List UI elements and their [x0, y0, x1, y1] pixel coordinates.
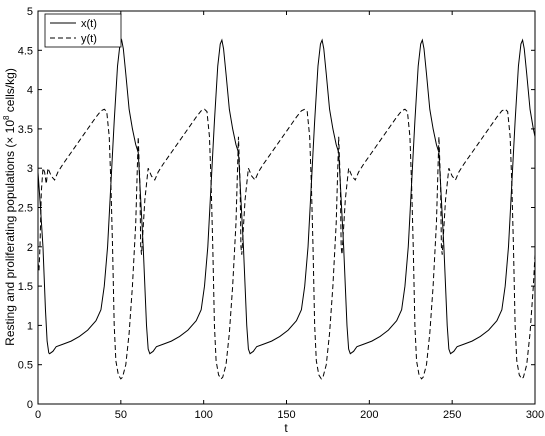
series-group	[38, 38, 535, 380]
y-tick-label-8: 4	[27, 85, 33, 97]
legend-box	[44, 13, 122, 48]
legend: x(t) y(t)	[44, 13, 122, 48]
plot-area	[37, 10, 536, 405]
x-tick-label-0: 0	[35, 409, 41, 421]
y-tick-label-2: 1	[27, 320, 33, 332]
x-axis-label: t	[284, 421, 288, 435]
y-tick-label-9: 4.5	[18, 45, 33, 57]
y-axis-label-unit: cells/kg)	[3, 68, 17, 115]
y-tick-label-5: 2.5	[18, 203, 33, 215]
y-tick-label-6: 3	[27, 163, 33, 175]
x-tick-label-6: 300	[526, 409, 544, 421]
y-tick-label-4: 2	[27, 242, 33, 254]
series-line-y	[38, 108, 535, 380]
series-line-x	[38, 38, 535, 355]
y-tick-label-1: 0.5	[18, 360, 33, 372]
y-axis-label: Resting and proliferating populations (×…	[2, 68, 17, 346]
y-tick-label-3: 1.5	[18, 281, 33, 293]
legend-label-y: y(t)	[81, 33, 97, 45]
y-tick-label-10: 5	[27, 6, 33, 18]
x-tick-label-3: 150	[277, 409, 295, 421]
y-tick-label-0: 0	[27, 399, 33, 411]
legend-label-x: x(t)	[81, 18, 97, 30]
x-tick-label-4: 200	[360, 409, 378, 421]
ticks-group: 0 50 100 150 200 250 300 0 0.5 1 1.5 2 2.5 3 3.5 4 4.5 5	[18, 6, 544, 421]
y-tick-label-7: 3.5	[18, 124, 33, 136]
y-axis-label-main: Resting and proliferating populations (×…	[3, 120, 17, 346]
y-axis-label-exponent: 8	[2, 115, 11, 120]
x-tick-label-5: 250	[443, 409, 461, 421]
x-tick-label-2: 100	[194, 409, 212, 421]
x-tick-label-1: 50	[115, 409, 127, 421]
